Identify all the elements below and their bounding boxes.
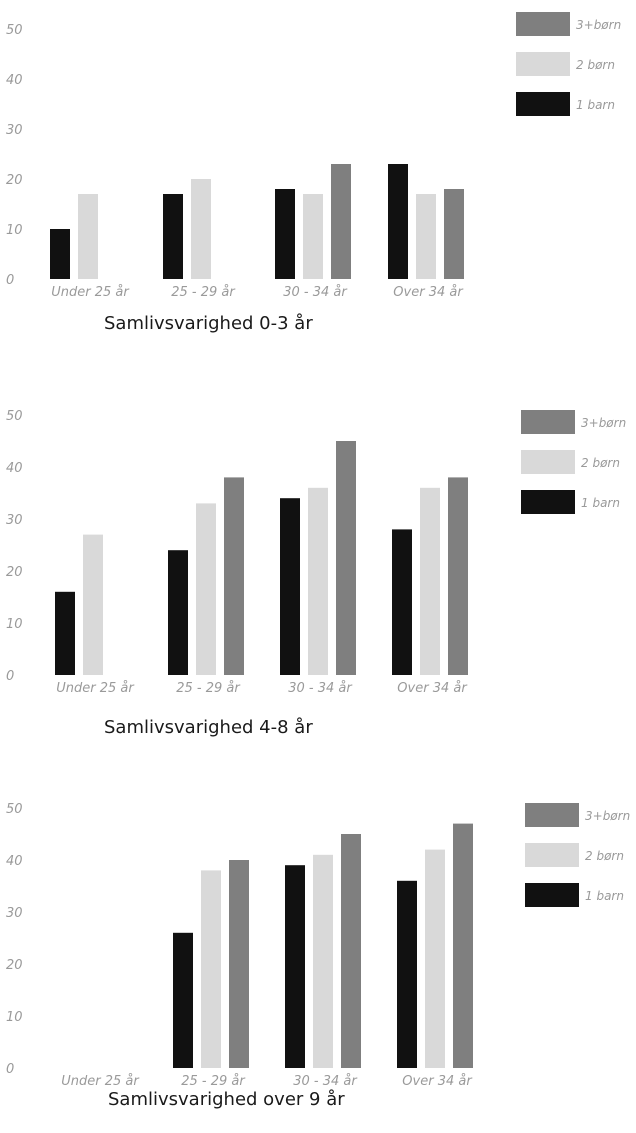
bar-3plus-born — [453, 823, 473, 1068]
bar-2-born — [201, 870, 221, 1068]
y-tick-label: 50 — [6, 409, 23, 424]
legend-label: 3+børn — [576, 18, 621, 32]
y-tick-label: 50 — [6, 802, 23, 817]
y-tick-label: 10 — [6, 1010, 23, 1025]
bar-3plus-born — [224, 477, 244, 675]
bar-1-barn — [55, 591, 75, 675]
y-tick-label: 40 — [6, 854, 23, 869]
legend-swatch-2-born — [525, 843, 579, 867]
legend-label: 1 barn — [576, 98, 615, 112]
chart-panel-over-9: 0 10 20 30 40 50 Under 25 år 25 - 29 år 30 - 34 … — [0, 783, 636, 1133]
bar-1-barn — [285, 865, 305, 1068]
bar-1-barn — [173, 932, 193, 1068]
chart-title: Samlivsvarighed 0-3 år — [104, 313, 313, 334]
y-tick-label: 20 — [6, 173, 23, 188]
chart-panel-0-3: 0 10 20 30 40 50 Under 25 år 25 - 29 år 30 - 34 … — [0, 0, 636, 370]
legend-label: 2 børn — [581, 456, 620, 470]
x-tick-label: 25 - 29 år — [171, 285, 236, 300]
legend-swatch-1-barn — [525, 883, 579, 907]
y-tick-label: 40 — [6, 461, 23, 476]
x-tick-label: Over 34 år — [402, 1074, 473, 1089]
bar-2-born — [313, 854, 333, 1068]
y-tick-label: 10 — [6, 223, 23, 238]
bar-2-born — [78, 194, 98, 279]
bar-1-barn — [275, 189, 295, 279]
bar-2-born — [303, 194, 323, 279]
legend-label: 2 børn — [576, 58, 615, 72]
y-tick-label: 40 — [6, 73, 23, 88]
y-tick-label: 0 — [6, 669, 14, 684]
x-tick-label: 25 - 29 år — [181, 1074, 246, 1089]
bar-3plus-born — [448, 477, 468, 675]
x-tick-label: Over 34 år — [393, 285, 464, 300]
x-tick-label: Over 34 år — [397, 681, 468, 696]
x-tick-label: 30 - 34 år — [293, 1074, 358, 1089]
chart-title: Samlivsvarighed over 9 år — [108, 1089, 345, 1110]
bar-1-barn — [280, 498, 300, 675]
legend-label: 1 barn — [585, 889, 624, 903]
chart-svg-4-8: 0 10 20 30 40 50 Under 25 år 25 - 29 år 30 - 34 … — [6, 409, 626, 696]
legend-label: 2 børn — [585, 849, 624, 863]
bar-1-barn — [392, 529, 412, 675]
bar-2-born — [308, 487, 328, 675]
bar-2-born — [196, 503, 216, 675]
bar-1-barn — [50, 229, 70, 279]
y-tick-label: 50 — [6, 23, 23, 38]
legend-swatch-3plus-born — [516, 12, 570, 36]
legend-swatch-1-barn — [516, 92, 570, 116]
y-tick-label: 20 — [6, 565, 23, 580]
y-tick-label: 20 — [6, 958, 23, 973]
bar-2-born — [416, 194, 436, 279]
bar-2-born — [83, 534, 103, 675]
x-tick-label: 25 - 29 år — [176, 681, 241, 696]
legend-swatch-3plus-born — [521, 410, 575, 434]
x-tick-label: 30 - 34 år — [288, 681, 353, 696]
legend-label: 3+børn — [581, 416, 626, 430]
x-tick-label: Under 25 år — [56, 681, 135, 696]
legend-swatch-3plus-born — [525, 803, 579, 827]
bar-3plus-born — [341, 834, 361, 1068]
y-tick-label: 30 — [6, 123, 23, 138]
y-tick-label: 0 — [6, 1062, 14, 1077]
legend-swatch-2-born — [521, 450, 575, 474]
x-tick-label: 30 - 34 år — [283, 285, 348, 300]
legend-label: 3+børn — [585, 809, 630, 823]
bar-3plus-born — [331, 164, 351, 279]
y-tick-label: 0 — [6, 273, 14, 288]
legend-swatch-2-born — [516, 52, 570, 76]
y-tick-label: 10 — [6, 617, 23, 632]
bar-1-barn — [168, 550, 188, 675]
chart-title: Samlivsvarighed 4-8 år — [104, 717, 313, 738]
legend-label: 1 barn — [581, 496, 620, 510]
bar-1-barn — [388, 164, 408, 279]
x-tick-label: Under 25 år — [51, 285, 130, 300]
bar-3plus-born — [229, 860, 249, 1068]
bar-3plus-born — [336, 441, 356, 675]
bar-2-born — [420, 487, 440, 675]
y-tick-label: 30 — [6, 906, 23, 921]
bar-2-born — [425, 849, 445, 1068]
chart-svg-0-3: 0 10 20 30 40 50 Under 25 år 25 - 29 år 30 - 34 … — [6, 12, 621, 300]
bar-2-born — [191, 179, 211, 279]
bar-1-barn — [163, 194, 183, 279]
x-tick-label: Under 25 år — [61, 1074, 140, 1089]
chart-panel-4-8: 0 10 20 30 40 50 Under 25 år 25 - 29 år 30 - 34 … — [0, 392, 636, 762]
legend-swatch-1-barn — [521, 490, 575, 514]
bar-3plus-born — [444, 189, 464, 279]
y-tick-label: 30 — [6, 513, 23, 528]
chart-svg-over-9: 0 10 20 30 40 50 Under 25 år 25 - 29 år 30 - 34 … — [6, 802, 630, 1089]
bar-1-barn — [397, 880, 417, 1068]
